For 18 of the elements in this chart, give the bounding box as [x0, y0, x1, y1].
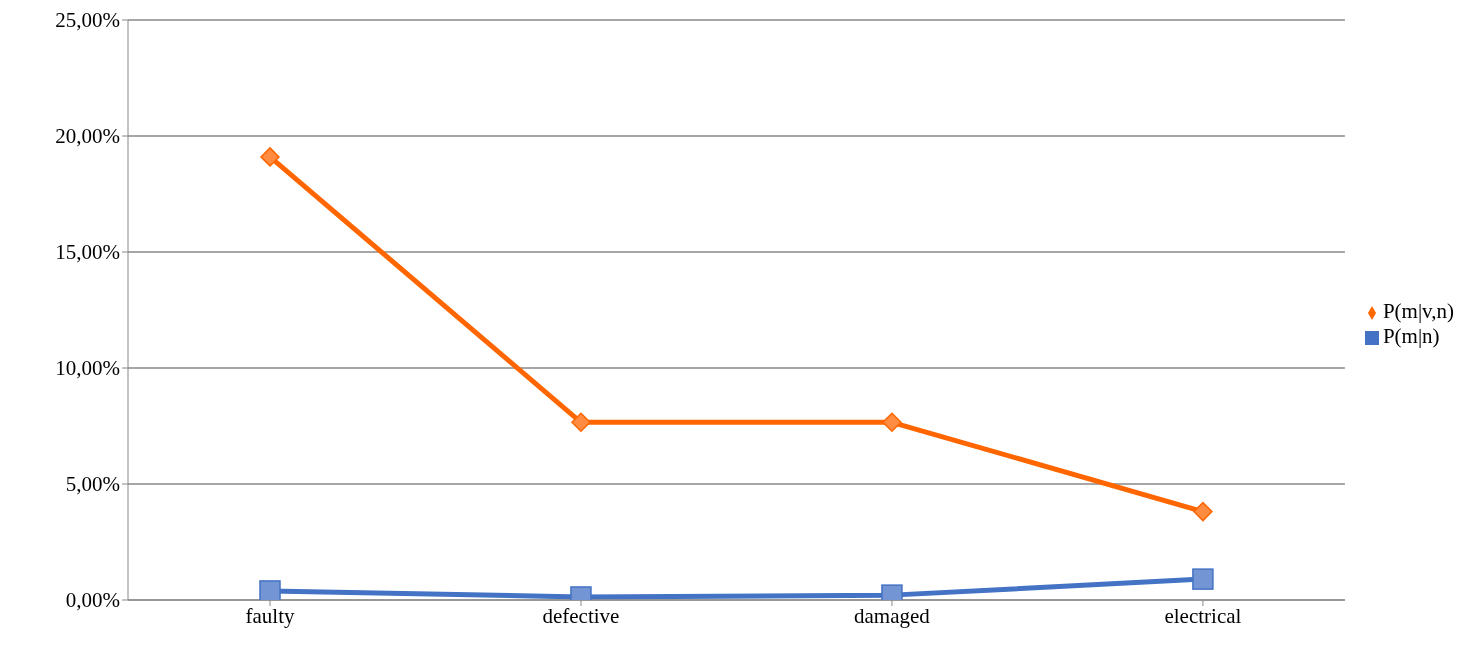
x-tick-label: faulty	[245, 603, 295, 628]
x-tick-label: damaged	[854, 603, 931, 628]
y-tick-label: 0,00%	[65, 588, 120, 613]
x-tick-label: electrical	[1164, 603, 1242, 628]
y-tick-label: 20,00%	[55, 124, 120, 149]
point	[1193, 501, 1213, 522]
point	[882, 412, 902, 433]
y-tick-label: 10,00%	[55, 356, 120, 381]
y-tick-label: 15,00%	[55, 240, 120, 265]
y-tick-label: 25,00%	[55, 8, 120, 33]
point	[1192, 568, 1214, 590]
point	[259, 580, 281, 600]
legend-label: P(m|n)	[1382, 324, 1440, 348]
point	[260, 147, 280, 167]
legend-label: P(m|v,n)	[1382, 299, 1454, 323]
point	[571, 412, 591, 433]
x-tick-label: defective	[542, 603, 620, 628]
y-tick-label: 5,00%	[65, 472, 120, 497]
